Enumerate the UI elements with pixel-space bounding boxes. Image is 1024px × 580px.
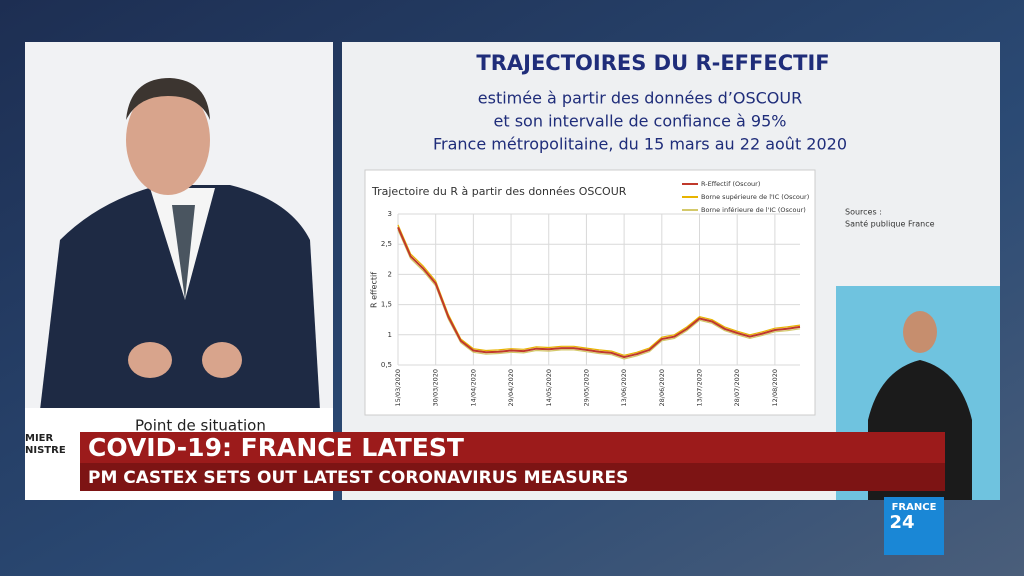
- x-tick-label: 29/05/2020: [582, 369, 590, 406]
- x-tick-label: 12/08/2020: [771, 369, 779, 406]
- x-tick-label: 15/03/2020: [394, 369, 402, 406]
- subline-bar: [80, 463, 945, 491]
- speaker-hair: [126, 78, 210, 120]
- x-tick-label: 13/07/2020: [696, 369, 704, 406]
- podium-logo: NISTRE: [25, 445, 66, 456]
- channel-number: 24: [889, 512, 914, 533]
- y-tick-label: 0,5: [381, 361, 392, 369]
- legend-label: Borne inférieure de l'IC (Oscour): [701, 206, 806, 214]
- x-tick-label: 13/06/2020: [620, 369, 628, 406]
- chart-title: Trajectoire du R à partir des données OS…: [371, 185, 627, 198]
- channel-logo: [884, 497, 944, 555]
- slide-subtitle: estimée à partir des données d’OSCOUR: [478, 89, 802, 108]
- x-tick-label: 29/04/2020: [507, 369, 515, 406]
- podium-logo: MIER: [25, 433, 54, 444]
- x-tick-label: 28/07/2020: [733, 369, 741, 406]
- channel-name: FRANCE: [892, 502, 937, 513]
- speaker-tie: [172, 205, 195, 300]
- y-axis-label: R effectif: [370, 272, 379, 308]
- headline-bar: [80, 432, 945, 463]
- hand: [128, 342, 172, 378]
- x-tick-label: 14/04/2020: [469, 369, 477, 406]
- y-tick-label: 2,5: [381, 240, 392, 248]
- x-tick-label: 28/06/2020: [658, 369, 666, 406]
- slide-subtitle: et son intervalle de confiance à 95%: [494, 112, 787, 131]
- slide-title: TRAJECTOIRES DU R-EFFECTIF: [476, 51, 829, 75]
- subline: PM CASTEX SETS OUT LATEST CORONAVIRUS ME…: [88, 468, 628, 488]
- x-tick-label: 30/03/2020: [432, 369, 440, 406]
- headline: COVID-19: FRANCE LATEST: [88, 433, 464, 462]
- legend-label: R-Effectif (Oscour): [701, 180, 760, 188]
- chart: Trajectoire du R à partir des données OS…: [364, 169, 816, 416]
- x-tick-label: 14/05/2020: [545, 369, 553, 406]
- speaker-suit: [40, 185, 320, 410]
- series-line: [397, 229, 801, 360]
- speaker-head: [126, 85, 210, 195]
- interpreter-head: [903, 311, 937, 353]
- podium-label: Point de situation: [135, 417, 266, 435]
- y-tick-label: 3: [388, 210, 392, 218]
- source: Santé publique France: [845, 219, 935, 229]
- y-tick-label: 1,5: [381, 301, 392, 309]
- slide-subtitle: France métropolitaine, du 15 mars au 22 …: [433, 135, 847, 154]
- series-line: [397, 226, 801, 359]
- source-label: Sources :: [845, 208, 882, 217]
- legend-label: Borne supérieure de l'IC (Oscour): [701, 193, 809, 201]
- y-tick-label: 1: [388, 331, 392, 339]
- y-tick-label: 2: [388, 270, 392, 278]
- series-line: [397, 224, 801, 356]
- hand: [202, 342, 242, 378]
